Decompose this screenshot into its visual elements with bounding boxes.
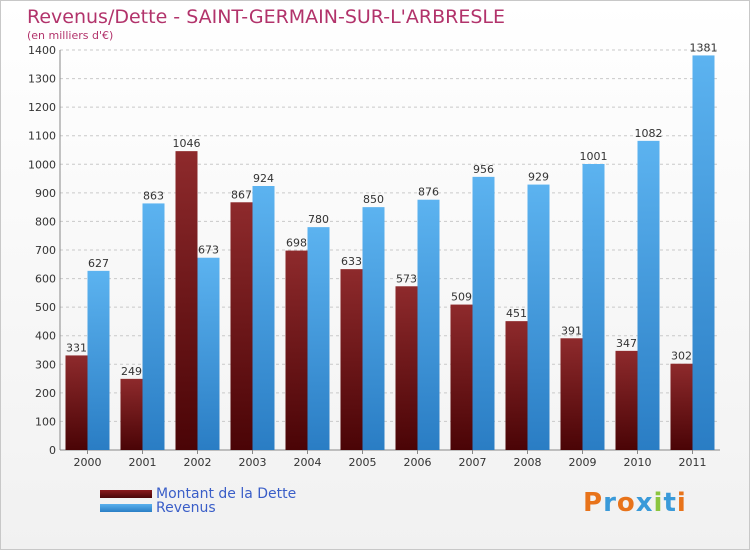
value-label-debt: 302 — [671, 350, 692, 363]
y-tick-label: 800 — [35, 215, 56, 228]
value-label-debt: 509 — [451, 291, 472, 304]
bar-debt — [120, 378, 143, 450]
chart-title: Revenus/Dette - SAINT-GERMAIN-SUR-L'ARBR… — [27, 6, 505, 28]
legend-label-debt: Montant de la Dette — [156, 486, 297, 502]
bar-revenue — [527, 184, 550, 451]
y-tick-label: 1300 — [28, 73, 56, 86]
value-label-debt: 1046 — [173, 137, 201, 150]
bar-revenue — [472, 176, 495, 450]
logo-letter: t — [663, 488, 677, 518]
x-tick-label: 2008 — [514, 456, 542, 469]
x-tick-label: 2004 — [294, 456, 322, 469]
bar-revenue — [142, 203, 165, 450]
logo-letter: i — [653, 488, 664, 518]
bar-revenue — [307, 227, 330, 450]
y-tick-label: 1400 — [28, 44, 56, 57]
y-tick-label: 1100 — [28, 130, 56, 143]
logo-letter: P — [583, 488, 604, 518]
y-tick-label: 500 — [35, 301, 56, 314]
bar-revenue — [252, 186, 275, 450]
value-label-revenue: 1001 — [580, 150, 608, 163]
value-label-revenue: 627 — [88, 257, 109, 270]
y-tick-label: 300 — [35, 358, 56, 371]
y-tick-label: 100 — [35, 415, 56, 428]
bar-debt — [285, 250, 308, 450]
bar-revenue — [362, 207, 385, 450]
logo-letter: i — [676, 488, 687, 518]
value-label-revenue: 924 — [253, 172, 274, 185]
y-tick-label: 600 — [35, 273, 56, 286]
bar-debt — [395, 286, 418, 450]
value-label-debt: 633 — [341, 255, 362, 268]
logo-letter: o — [616, 488, 636, 518]
bar-debt — [65, 355, 88, 450]
x-tick-label: 2002 — [184, 456, 212, 469]
x-tick-label: 2011 — [679, 456, 707, 469]
value-label-revenue: 780 — [308, 213, 329, 226]
value-label-revenue: 850 — [363, 193, 384, 206]
y-tick-label: 1000 — [28, 158, 56, 171]
value-label-debt: 867 — [231, 188, 252, 201]
value-label-revenue: 956 — [473, 163, 494, 176]
bar-revenue — [582, 164, 605, 450]
value-label-debt: 347 — [616, 337, 637, 350]
bar-debt — [340, 269, 363, 450]
chart-subtitle: (en milliers d'€) — [27, 29, 114, 42]
value-label-revenue: 1082 — [635, 127, 663, 140]
y-tick-label: 0 — [49, 444, 56, 457]
value-label-revenue: 863 — [143, 189, 164, 202]
bar-revenue — [692, 55, 715, 451]
proxiti-logo: Proxiti — [583, 488, 687, 518]
bar-revenue — [637, 140, 660, 450]
value-label-revenue: 929 — [528, 171, 549, 184]
value-label-revenue: 1381 — [690, 41, 718, 54]
x-tick-label: 2009 — [569, 456, 597, 469]
value-label-debt: 573 — [396, 272, 417, 285]
bar-debt — [670, 363, 693, 450]
bar-debt — [230, 202, 253, 450]
y-tick-label: 400 — [35, 330, 56, 343]
x-tick-label: 2007 — [459, 456, 487, 469]
value-label-debt: 391 — [561, 324, 582, 337]
legend-swatch-revenue — [100, 504, 152, 512]
value-label-debt: 249 — [121, 365, 142, 378]
x-tick-label: 2010 — [624, 456, 652, 469]
value-label-debt: 451 — [506, 307, 527, 320]
bar-revenue — [197, 257, 220, 450]
y-tick-label: 1200 — [28, 101, 56, 114]
value-label-revenue: 673 — [198, 244, 219, 257]
x-tick-label: 2005 — [349, 456, 377, 469]
bar-revenue — [87, 270, 110, 450]
value-label-revenue: 876 — [418, 186, 439, 199]
y-tick-label: 700 — [35, 244, 56, 257]
bar-debt — [615, 350, 638, 450]
x-tick-label: 2003 — [239, 456, 267, 469]
y-tick-label: 900 — [35, 187, 56, 200]
value-label-debt: 331 — [66, 341, 87, 354]
bar-debt — [175, 151, 198, 450]
bar-debt — [505, 321, 528, 450]
logo-letter: r — [603, 488, 617, 518]
bar-debt — [560, 338, 583, 450]
bar-debt — [450, 304, 473, 450]
legend-swatch-debt — [100, 490, 152, 498]
x-tick-label: 2000 — [74, 456, 102, 469]
legend-label-revenue: Revenus — [156, 500, 216, 516]
y-tick-label: 200 — [35, 387, 56, 400]
logo-letter: x — [635, 488, 654, 518]
bar-revenue — [417, 199, 440, 450]
x-tick-label: 2006 — [404, 456, 432, 469]
value-label-debt: 698 — [286, 237, 307, 250]
x-tick-label: 2001 — [129, 456, 157, 469]
